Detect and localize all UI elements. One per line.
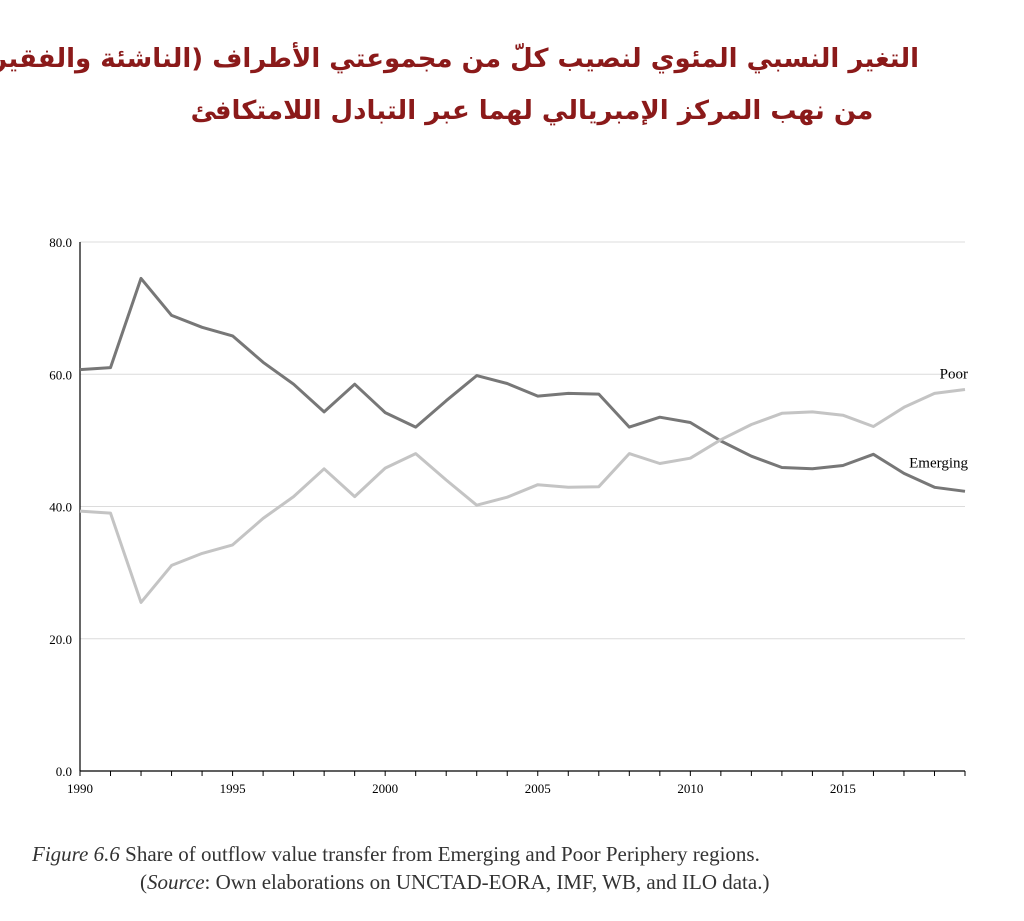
series-line-emerging <box>79 276 966 493</box>
arabic-title-line-1: التغير النسبي المئوي لنصيب كلّ من مجموعت… <box>0 44 920 74</box>
y-tick-label: 20.0 <box>49 632 72 647</box>
y-tick-label: 60.0 <box>49 367 72 382</box>
x-tick-label: 2010 <box>677 781 703 796</box>
line-chart: 0.0 20.0 40.0 60.0 80.0 1990 1995 2000 2005 2010 2… <box>49 235 968 796</box>
series-label-emerging: Emerging <box>909 455 968 471</box>
series-label-poor: Poor <box>940 366 968 382</box>
figure-caption: Figure 6.6 Share of outflow value transf… <box>32 842 992 867</box>
series-line-poor <box>79 388 966 604</box>
source-label: Source <box>147 870 205 894</box>
source-open: ( <box>140 870 147 894</box>
y-tick-label: 40.0 <box>49 500 72 515</box>
caption-text: Share of outflow value transfer from Eme… <box>125 842 760 866</box>
axes <box>79 242 966 776</box>
series-labels: Emerging Poor <box>909 366 968 471</box>
x-tick-label: 2000 <box>372 781 398 796</box>
x-tick-label: 1990 <box>67 781 93 796</box>
x-tick-label: 1995 <box>220 781 246 796</box>
figure-label: Figure 6.6 <box>32 842 120 866</box>
source-text: : Own elaborations on UNCTAD-EORA, IMF, … <box>204 870 770 894</box>
grid-lines <box>80 241 965 640</box>
series-lines <box>79 276 966 604</box>
arabic-title-line-2: من نهب المركز الإمبريالي لهما عبر التباد… <box>190 96 874 126</box>
tick-labels: 0.0 20.0 40.0 60.0 80.0 1990 1995 2000 2005 2010 2… <box>49 235 856 796</box>
x-tick-label: 2005 <box>525 781 551 796</box>
x-tick-label: 2015 <box>830 781 856 796</box>
y-tick-label: 80.0 <box>49 235 72 250</box>
figure-source: (Source: Own elaborations on UNCTAD-EORA… <box>140 870 1024 895</box>
y-tick-label: 0.0 <box>56 764 72 779</box>
